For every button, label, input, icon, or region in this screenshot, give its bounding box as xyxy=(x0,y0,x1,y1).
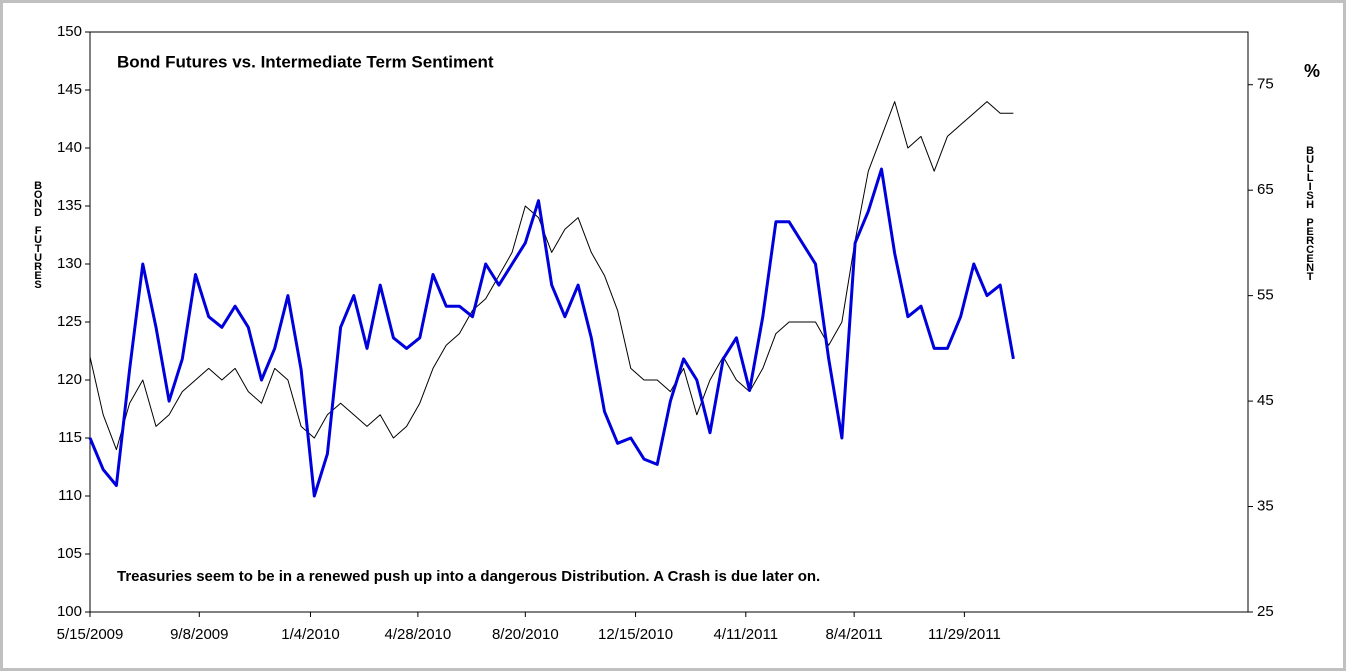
y2-tick-label: 25 xyxy=(1257,603,1274,620)
y-axis-label: BOND FUTURES xyxy=(32,180,44,288)
y-tick-label: 110 xyxy=(58,487,82,504)
x-tick-label: 12/15/2010 xyxy=(598,626,673,643)
x-tick-label: 8/4/2011 xyxy=(826,626,883,643)
x-tick-label: 8/20/2010 xyxy=(492,626,559,643)
y2-tick-label: 55 xyxy=(1257,287,1274,304)
x-tick-label: 4/11/2011 xyxy=(714,626,779,643)
chart-title: Bond Futures vs. Intermediate Term Senti… xyxy=(117,52,494,71)
y-tick-label: 115 xyxy=(58,429,82,446)
x-tick-label: 5/15/2009 xyxy=(57,626,124,643)
x-tick-label: 1/4/2010 xyxy=(281,626,339,643)
y-tick-label: 150 xyxy=(57,23,82,40)
y2-axis-label: BULLISH PERCENT xyxy=(1304,145,1316,280)
y2-unit: % xyxy=(1304,61,1320,81)
y2-tick-label: 45 xyxy=(1257,392,1274,409)
x-tick-label: 9/8/2009 xyxy=(170,626,228,643)
y2-tick-label: 65 xyxy=(1257,181,1274,198)
y-tick-label: 125 xyxy=(57,313,82,330)
y-tick-label: 105 xyxy=(57,545,82,562)
x-tick-label: 4/28/2010 xyxy=(385,626,452,643)
y-tick-label: 130 xyxy=(57,255,82,272)
y-tick-label: 135 xyxy=(57,197,82,214)
annotation: Treasuries seem to be in a renewed push … xyxy=(117,568,820,585)
y2-tick-label: 75 xyxy=(1257,76,1274,93)
y-tick-label: 120 xyxy=(57,371,82,388)
series-line xyxy=(89,101,1014,451)
series-line xyxy=(88,167,1015,498)
y-tick-label: 145 xyxy=(57,81,82,98)
x-tick-label: 11/29/2011 xyxy=(928,626,1001,643)
y-tick-label: 140 xyxy=(57,139,82,156)
y2-tick-label: 35 xyxy=(1257,498,1274,515)
y-tick-label: 100 xyxy=(57,603,82,620)
